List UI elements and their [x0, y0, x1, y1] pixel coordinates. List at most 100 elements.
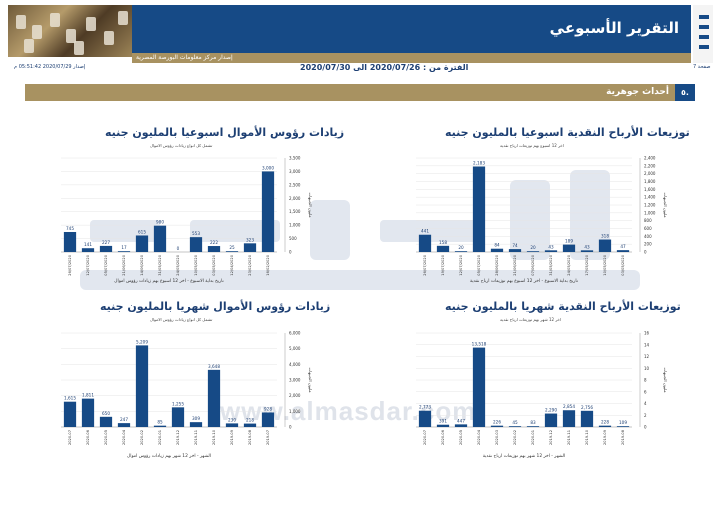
bar: [418, 234, 432, 252]
bar-value-label: 45: [512, 420, 518, 425]
bar-value-label: 17: [121, 245, 127, 250]
x-tick-label: 2019-08: [248, 429, 252, 445]
bar: [135, 235, 149, 252]
bar-value-label: 247: [120, 417, 128, 422]
bar: [117, 251, 131, 252]
y-tick-label: 600: [644, 226, 652, 231]
page-number: صفحة 7: [693, 64, 711, 70]
y-tick-label: 800: [644, 218, 652, 223]
bar-value-label: 83: [530, 420, 536, 425]
x-tick-label: 31/05/2020: [158, 254, 162, 275]
bar-value-label: 1,615: [64, 396, 76, 401]
bar-value-label: 1,811: [82, 393, 94, 398]
bar: [207, 369, 221, 427]
report-subtitle: إصدار مركز معلومات البورصة المصرية: [136, 54, 233, 61]
bar: [153, 225, 167, 252]
y-axis-label: مليون الجنيهات: [663, 367, 668, 392]
bar: [454, 251, 468, 252]
bar: [436, 424, 450, 427]
y-axis-label: مليون الجنيهات: [308, 367, 313, 392]
x-tick-label: 2020-07: [68, 430, 72, 445]
bar-value-label: 84: [494, 243, 500, 248]
x-tick-label: 2019-11: [194, 430, 198, 445]
y-tick-label: 1,800: [644, 179, 656, 184]
y-tick-label: 2: [644, 413, 647, 418]
x-axis-label: تاريخ بداية الاسبوع - اخر 12 اسبوع بهم ت…: [470, 278, 579, 284]
bar-value-label: 2,183: [473, 160, 485, 165]
bar-value-label: 2,756: [581, 405, 593, 410]
y-tick-label: 200: [644, 242, 652, 247]
x-tick-label: 2020-03: [495, 430, 499, 445]
bar: [490, 248, 504, 252]
bar: [117, 423, 131, 427]
x-tick-label: 24/05/2020: [567, 254, 571, 275]
y-tick-label: 16: [644, 331, 650, 336]
bar-value-label: 13,518: [472, 342, 487, 347]
x-tick-label: 19/07/2020: [441, 254, 445, 275]
bar-value-label: 2,773: [419, 405, 431, 410]
bar: [598, 239, 612, 252]
y-tick-label: 2,000: [644, 171, 656, 176]
chart-weekly-capital: 0 500 1,000 1,500 2,000 2,500 3,000 3,500 مليون …: [61, 156, 313, 284]
bar-value-label: 141: [84, 242, 92, 247]
x-axis-label: الشهر - اخر 12 شهر بهم زيادات رؤوس اموال: [127, 453, 211, 459]
chart-subtitle-weekly-dividends: اخر 12 اسبوع بهم توزيعات ارباح نقدية: [500, 143, 564, 148]
x-tick-label: 05/07/2020: [104, 254, 108, 275]
bar-value-label: 553: [192, 231, 200, 236]
x-tick-label: 2020-05: [459, 430, 463, 445]
y-tick-label: 14: [644, 342, 650, 347]
bar: [472, 166, 486, 252]
x-tick-label: 23/02/2020: [248, 254, 252, 275]
bar-value-label: 318: [601, 234, 609, 239]
x-tick-label: 2020-02: [140, 430, 144, 445]
x-tick-label: 2019-10: [212, 429, 216, 445]
bar: [207, 246, 221, 252]
y-tick-label: 1,600: [644, 187, 656, 192]
bar: [598, 425, 612, 427]
y-tick-label: 2,000: [289, 196, 301, 201]
bar-value-label: 189: [565, 239, 573, 244]
x-tick-label: 2019-12: [549, 430, 553, 445]
bar: [171, 407, 185, 427]
chart-title-weekly-capital: زيادات رؤوس الأموال اسبوعيا بالمليون جني…: [105, 126, 345, 139]
bar: [189, 422, 203, 427]
bar-value-label: 980: [156, 220, 164, 225]
y-tick-label: 1,000: [644, 210, 656, 215]
y-tick-label: 6,000: [289, 331, 301, 336]
period-range: الفترة من : 2020/07/26 الى 2020/07/30: [300, 63, 468, 72]
bar-value-label: 43: [548, 244, 554, 249]
y-axis-label: مليون الجنيهات: [308, 192, 313, 217]
bar-value-label: 226: [493, 420, 501, 425]
x-tick-label: 03/05/2020: [621, 254, 625, 275]
bar: [189, 237, 203, 252]
bar-value-label: 309: [192, 416, 200, 421]
bar: [526, 251, 540, 252]
bar: [63, 231, 77, 252]
chart-title-weekly-dividends: توزيعات الأرباح النقدية اسبوعيا بالمليون…: [445, 126, 690, 139]
x-tick-label: 2020-06: [441, 429, 445, 445]
bar: [544, 413, 558, 427]
title-band: [132, 5, 713, 53]
bar: [562, 410, 576, 427]
bar-value-label: 230: [228, 417, 236, 422]
bar-value-label: 928: [264, 406, 272, 411]
x-tick-label: 2020-04: [477, 429, 481, 445]
bar: [63, 401, 77, 427]
x-tick-label: 07/06/2020: [531, 254, 535, 275]
x-tick-label: 26/07/2020: [423, 254, 427, 275]
bar: [225, 251, 239, 252]
x-tick-label: 05/07/2020: [477, 254, 481, 275]
bar-value-label: 74: [512, 243, 518, 248]
bar: [261, 171, 275, 252]
bar: [153, 425, 167, 427]
x-tick-label: 2019-12: [176, 430, 180, 445]
x-tick-label: 21/06/2020: [122, 254, 126, 275]
bar: [99, 245, 113, 252]
period-to: 2020/07/30: [300, 63, 351, 72]
issue-time: إصدار 2020/07/29 05:51:42 م: [14, 64, 86, 70]
y-tick-label: 10: [644, 366, 650, 371]
x-axis-label: تاريخ بداية الاسبوع - اخر 12 اسبوع بهم ز…: [114, 278, 224, 284]
y-tick-label: 0: [644, 250, 647, 255]
x-tick-label: 31/05/2020: [549, 254, 553, 275]
y-tick-label: 2,500: [289, 182, 301, 187]
